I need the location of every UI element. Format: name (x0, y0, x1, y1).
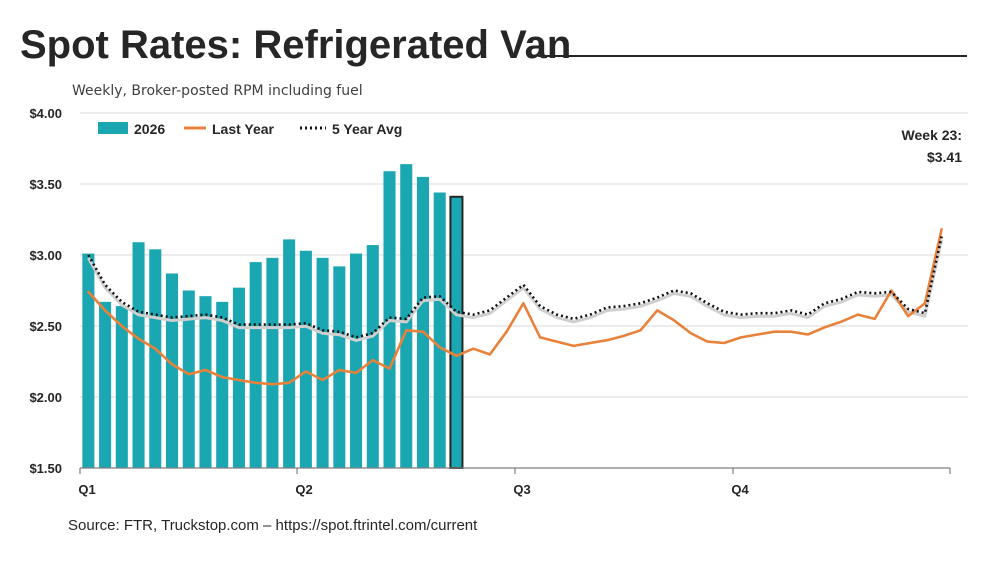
legend: 2026 Last Year 5 Year Avg (98, 121, 402, 137)
line-series (87, 228, 944, 386)
five-year-avg-shadow (87, 239, 944, 342)
y-tick-label: $4.00 (29, 106, 62, 121)
bar-2026 (216, 301, 229, 468)
y-tick-label: $2.50 (29, 319, 62, 334)
bar-2026 (366, 245, 379, 468)
bar-2026 (132, 242, 145, 468)
page-title: Spot Rates: Refrigerated Van (20, 23, 572, 67)
gridlines (80, 112, 968, 398)
callout-week-value: $3.41 (927, 149, 962, 165)
y-tick-label: $1.50 (29, 461, 62, 476)
bar-2026 (199, 296, 212, 468)
source-note: Source: FTR, Truckstop.com – https://spo… (68, 517, 478, 534)
y-tick-label: $2.00 (29, 390, 62, 405)
bar-2026 (299, 250, 312, 468)
bar-2026 (333, 266, 346, 468)
bar-2026 (266, 257, 279, 468)
last-year-line (87, 228, 943, 386)
bar-2026 (416, 176, 430, 468)
bar-2026 (249, 262, 262, 468)
y-axis-ticks: $1.50 $2.00 $2.50 $3.00 $3.50 $4.00 (29, 106, 62, 476)
bar-2026 (182, 290, 195, 468)
x-tick-label: Q3 (513, 482, 530, 497)
bar-2026 (99, 301, 112, 468)
legend-label-last-year: Last Year (212, 121, 275, 137)
legend-label-2026: 2026 (134, 121, 165, 137)
x-axis: Q1 Q2 Q3 Q4 (78, 467, 951, 497)
bar-2026 (283, 239, 296, 468)
bar-2026 (165, 273, 179, 468)
legend-label-5yr-avg: 5 Year Avg (332, 121, 402, 137)
bar-2026 (149, 249, 162, 468)
bar-2026 (115, 306, 128, 468)
bar-2026 (316, 257, 329, 468)
y-tick-label: $3.50 (29, 177, 62, 192)
callout-week-label: Week 23: (902, 127, 962, 143)
chart-subtitle: Weekly, Broker-posted RPM including fuel (72, 83, 363, 99)
x-tick-label: Q2 (295, 482, 312, 497)
bar-2026 (232, 287, 245, 468)
bar-2026 (350, 253, 363, 468)
title-underline (538, 55, 967, 57)
legend-swatch-2026 (98, 122, 128, 134)
five-year-avg-line (87, 236, 943, 339)
bar-2026 (82, 253, 95, 468)
bar-2026-latest (449, 195, 464, 469)
bar-2026 (400, 164, 413, 468)
bars-2026 (82, 164, 464, 469)
x-tick-label: Q1 (78, 482, 95, 497)
bar-2026 (433, 192, 446, 468)
x-tick-label: Q4 (731, 482, 749, 497)
y-tick-label: $3.00 (29, 248, 62, 263)
